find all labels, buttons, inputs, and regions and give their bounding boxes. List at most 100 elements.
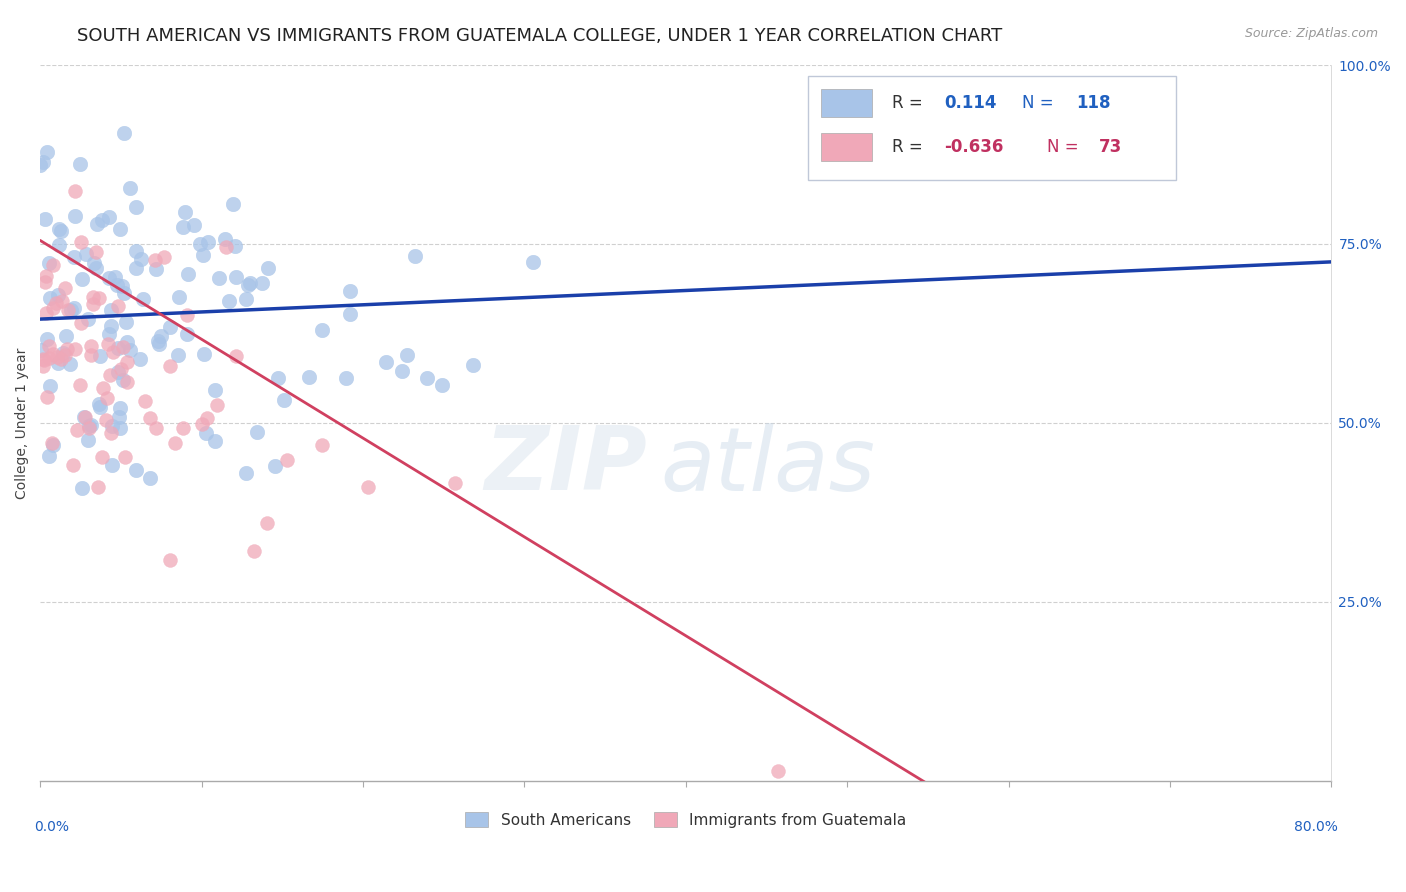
Text: R =: R = bbox=[893, 138, 924, 156]
Point bbox=[183, 219, 205, 233]
Point bbox=[214, 232, 236, 246]
Point bbox=[108, 410, 131, 425]
Point bbox=[242, 543, 264, 558]
Point bbox=[416, 371, 439, 385]
Point bbox=[73, 410, 96, 425]
Point bbox=[75, 409, 97, 424]
Point bbox=[48, 222, 70, 236]
Point bbox=[70, 316, 93, 330]
Point bbox=[35, 390, 58, 404]
Point bbox=[89, 349, 111, 363]
Point bbox=[56, 343, 79, 357]
Point bbox=[335, 371, 357, 385]
Point bbox=[112, 340, 135, 354]
Point bbox=[70, 235, 93, 249]
Point bbox=[45, 296, 67, 310]
Point bbox=[32, 352, 55, 367]
Point bbox=[118, 343, 141, 357]
Point bbox=[112, 285, 135, 300]
Point bbox=[77, 419, 100, 434]
Point bbox=[172, 219, 194, 234]
Point bbox=[39, 379, 62, 393]
Point bbox=[63, 209, 86, 223]
Point bbox=[69, 377, 91, 392]
Point bbox=[51, 293, 73, 308]
Point bbox=[91, 381, 114, 395]
Point bbox=[124, 244, 146, 258]
Point bbox=[65, 423, 87, 437]
Point bbox=[207, 398, 229, 412]
Point bbox=[91, 213, 114, 227]
Point bbox=[58, 303, 80, 318]
Point bbox=[83, 256, 105, 270]
Point bbox=[70, 481, 93, 495]
Point bbox=[129, 352, 152, 367]
Point bbox=[80, 417, 103, 432]
Point bbox=[159, 552, 181, 566]
Point bbox=[197, 235, 219, 249]
Point bbox=[100, 302, 122, 317]
Point bbox=[98, 368, 121, 383]
Point bbox=[107, 365, 129, 379]
Point bbox=[339, 285, 361, 299]
FancyBboxPatch shape bbox=[821, 89, 872, 117]
Point bbox=[107, 299, 129, 313]
Point bbox=[125, 261, 148, 276]
Point bbox=[105, 277, 128, 292]
Point bbox=[404, 249, 426, 263]
Point bbox=[145, 252, 167, 267]
Point bbox=[110, 279, 132, 293]
Point bbox=[117, 376, 139, 390]
Point bbox=[101, 458, 124, 472]
Point bbox=[193, 248, 215, 262]
Point bbox=[224, 239, 246, 253]
Point bbox=[53, 348, 76, 362]
Point bbox=[159, 359, 181, 373]
Point bbox=[110, 362, 132, 376]
Point bbox=[97, 327, 120, 342]
Point bbox=[139, 471, 162, 485]
Point bbox=[86, 261, 108, 276]
Point bbox=[42, 258, 65, 272]
Point bbox=[149, 328, 172, 343]
Point bbox=[87, 291, 110, 305]
Point bbox=[46, 355, 69, 369]
Point bbox=[176, 308, 198, 322]
Point bbox=[59, 358, 82, 372]
Point bbox=[204, 434, 226, 449]
Point bbox=[90, 450, 112, 464]
Text: 118: 118 bbox=[1076, 94, 1111, 112]
Point bbox=[252, 276, 274, 290]
Point bbox=[115, 315, 138, 329]
Text: ZIP: ZIP bbox=[484, 422, 647, 509]
Point bbox=[134, 394, 156, 409]
Point bbox=[235, 466, 257, 480]
Point bbox=[396, 348, 419, 362]
Point bbox=[97, 337, 120, 351]
Point bbox=[239, 276, 262, 290]
Point bbox=[80, 348, 103, 362]
Point bbox=[76, 433, 98, 447]
Point bbox=[311, 323, 333, 337]
Point bbox=[70, 272, 93, 286]
Point bbox=[238, 278, 260, 293]
Text: 80.0%: 80.0% bbox=[1294, 820, 1339, 834]
Point bbox=[84, 245, 107, 260]
Point bbox=[111, 373, 134, 387]
Point bbox=[82, 296, 104, 310]
Point bbox=[159, 319, 181, 334]
Point bbox=[46, 288, 69, 302]
Point bbox=[82, 290, 104, 304]
Point bbox=[118, 181, 141, 195]
Point bbox=[42, 347, 65, 361]
Point bbox=[41, 438, 63, 452]
Point bbox=[172, 421, 194, 435]
Point bbox=[55, 328, 77, 343]
Point bbox=[311, 438, 333, 452]
Point bbox=[245, 425, 267, 440]
Point bbox=[208, 271, 231, 285]
Legend: South Americans, Immigrants from Guatemala: South Americans, Immigrants from Guatema… bbox=[460, 805, 912, 834]
Point bbox=[117, 334, 139, 349]
Text: atlas: atlas bbox=[659, 423, 875, 508]
Point bbox=[225, 269, 247, 284]
